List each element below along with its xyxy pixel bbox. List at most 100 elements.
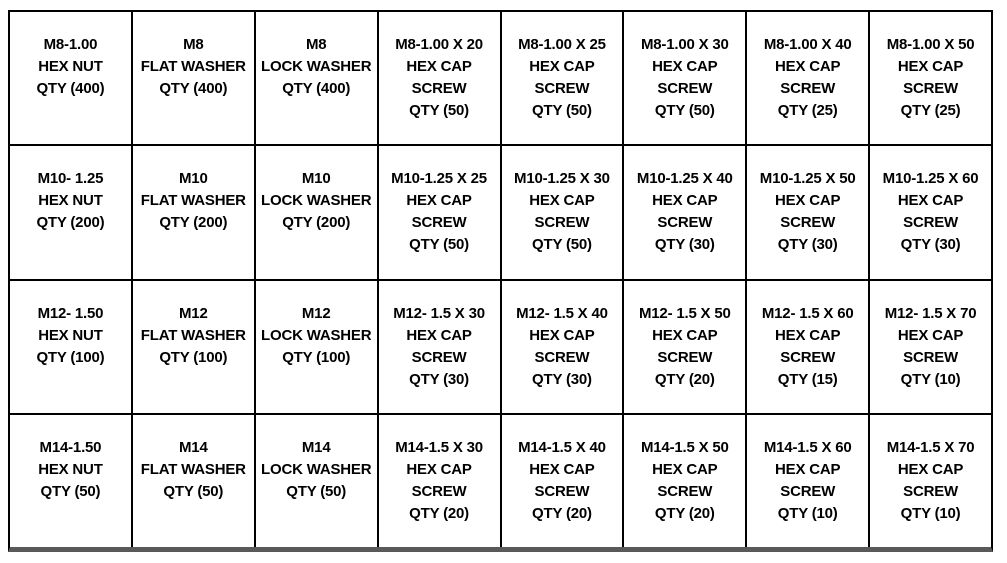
- label-cell-r2-c7: M10-1.25 X 50 HEX CAP SCREW QTY (30): [747, 146, 869, 279]
- part-size-text: M8-1.00 X 20: [395, 36, 483, 53]
- quantity-text: QTY (50): [40, 482, 101, 500]
- part-type-text: HEX NUT: [38, 460, 103, 478]
- part-type-text: HEX CAP: [529, 192, 595, 210]
- part-type-text: HEX CAP: [406, 192, 472, 210]
- part-type-text: HEX CAP: [652, 58, 718, 75]
- label-cell-r4-c6: M14-1.5 X 50 HEX CAP SCREW QTY (20): [624, 414, 746, 547]
- part-size-text: M8-1.00 X 25: [518, 36, 606, 53]
- part-size-text: M8-1.00 X 30: [640, 36, 729, 53]
- parts-label-grid: M8-1.00 HEX NUT QTY (400) M8 FLAT WASHER QTY …: [10, 12, 991, 547]
- part-type-text: FLAT WASHER: [140, 326, 246, 344]
- part-type-text: SCREW: [780, 214, 836, 232]
- quantity-text: QTY (10): [900, 370, 961, 388]
- part-size-text: M8: [305, 36, 327, 53]
- part-type-text: SCREW: [780, 348, 836, 366]
- label-cell-r3-c3: M12 LOCK WASHER QTY (100): [255, 280, 377, 413]
- quantity-text: QTY (200): [36, 214, 105, 232]
- part-type-text: SCREW: [411, 214, 467, 232]
- quantity-text: QTY (10): [777, 504, 838, 522]
- part-type-text: HEX CAP: [652, 460, 718, 478]
- part-type-text: SCREW: [903, 214, 958, 232]
- part-size-text: M14: [179, 438, 208, 456]
- part-type-text: SCREW: [780, 482, 836, 500]
- quantity-text: QTY (25): [777, 102, 838, 119]
- part-type-text: HEX CAP: [529, 460, 595, 478]
- quantity-text: QTY (30): [777, 236, 838, 254]
- quantity-text: QTY (25): [900, 102, 961, 119]
- label-cell-r1-c1: M8-1.00 HEX NUT QTY (400): [10, 12, 131, 145]
- quantity-text: QTY (20): [409, 504, 469, 522]
- label-cell-r3-c2: M12 FLAT WASHER QTY (100): [132, 280, 254, 413]
- label-cell-r3-c1: M12- 1.50 HEX NUT QTY (100): [10, 280, 131, 413]
- quantity-text: QTY (100): [282, 348, 351, 366]
- quantity-text: QTY (20): [654, 504, 715, 522]
- part-type-text: HEX NUT: [38, 326, 103, 344]
- label-cell-r2-c4: M10-1.25 X 25 HEX CAP SCREW QTY (50): [378, 146, 500, 279]
- part-size-text: M14-1.5 X 40: [518, 438, 606, 456]
- part-type-text: HEX CAP: [897, 58, 964, 75]
- part-size-text: M12: [179, 304, 208, 322]
- label-cell-r1-c3: M8 LOCK WASHER QTY (400): [255, 12, 377, 145]
- part-type-text: SCREW: [657, 482, 713, 500]
- part-size-text: M8: [183, 36, 204, 53]
- part-size-text: M14-1.50: [39, 438, 102, 456]
- part-type-text: FLAT WASHER: [140, 58, 246, 75]
- part-size-text: M10-1.25 X 30: [514, 170, 610, 188]
- part-size-text: M10-1.25 X 50: [759, 170, 856, 188]
- part-size-text: M8-1.00: [43, 36, 98, 53]
- quantity-text: QTY (30): [900, 236, 961, 254]
- part-type-text: HEX CAP: [406, 326, 472, 344]
- quantity-text: QTY (20): [532, 504, 592, 522]
- quantity-text: QTY (100): [159, 348, 228, 366]
- quantity-text: QTY (400): [159, 80, 228, 97]
- part-type-text: HEX CAP: [897, 192, 964, 210]
- part-type-text: SCREW: [534, 348, 590, 366]
- part-type-text: HEX CAP: [529, 58, 595, 75]
- label-cell-r4-c7: M14-1.5 X 60 HEX CAP SCREW QTY (10): [747, 414, 869, 547]
- label-cell-r2-c3: M10 LOCK WASHER QTY (200): [255, 146, 377, 279]
- part-size-text: M12- 1.5 X 70: [884, 304, 977, 322]
- label-cell-r2-c8: M10-1.25 X 60 HEX CAP SCREW QTY (30): [870, 146, 991, 279]
- part-type-text: SCREW: [780, 80, 836, 97]
- part-size-text: M8-1.00 X 50: [886, 36, 975, 53]
- quantity-text: QTY (50): [654, 102, 715, 119]
- quantity-text: QTY (50): [409, 102, 469, 119]
- label-cell-r3-c7: M12- 1.5 X 60 HEX CAP SCREW QTY (15): [747, 280, 869, 413]
- part-size-text: M14-1.5 X 50: [640, 438, 729, 456]
- part-type-text: SCREW: [534, 80, 590, 97]
- quantity-text: QTY (50): [409, 236, 469, 254]
- quantity-text: QTY (15): [777, 370, 838, 388]
- label-cell-r4-c4: M14-1.5 X 30 HEX CAP SCREW QTY (20): [378, 414, 500, 547]
- label-cell-r2-c5: M10-1.25 X 30 HEX CAP SCREW QTY (50): [501, 146, 623, 279]
- part-size-text: M14: [301, 438, 331, 456]
- part-type-text: SCREW: [411, 482, 467, 500]
- part-type-text: FLAT WASHER: [140, 460, 246, 478]
- label-cell-r4-c5: M14-1.5 X 40 HEX CAP SCREW QTY (20): [501, 414, 623, 547]
- part-type-text: SCREW: [411, 80, 467, 97]
- part-type-text: HEX CAP: [775, 192, 841, 210]
- part-type-text: LOCK WASHER: [261, 326, 372, 344]
- label-cell-r4-c8: M14-1.5 X 70 HEX CAP SCREW QTY (10): [870, 414, 991, 547]
- quantity-text: QTY (100): [36, 348, 105, 366]
- part-type-text: LOCK WASHER: [261, 58, 372, 75]
- part-size-text: M12- 1.50: [37, 304, 104, 322]
- quantity-text: QTY (20): [654, 370, 715, 388]
- part-size-text: M12- 1.5 X 60: [761, 304, 854, 322]
- part-size-text: M10- 1.25: [37, 170, 104, 188]
- part-type-text: SCREW: [903, 348, 958, 366]
- quantity-text: QTY (30): [532, 370, 592, 388]
- label-cell-r4-c3: M14 LOCK WASHER QTY (50): [255, 414, 377, 547]
- part-type-text: SCREW: [903, 482, 958, 500]
- part-type-text: FLAT WASHER: [140, 192, 246, 210]
- part-type-text: HEX CAP: [897, 326, 964, 344]
- part-type-text: LOCK WASHER: [261, 192, 372, 210]
- part-type-text: SCREW: [657, 80, 713, 97]
- quantity-text: QTY (50): [532, 236, 592, 254]
- part-type-text: SCREW: [534, 214, 590, 232]
- part-size-text: M14-1.5 X 60: [763, 438, 852, 456]
- part-size-text: M12- 1.5 X 50: [639, 304, 731, 322]
- quantity-text: QTY (400): [36, 80, 105, 97]
- quantity-text: QTY (50): [286, 482, 347, 500]
- part-size-text: M12- 1.5 X 30: [393, 304, 485, 322]
- part-size-text: M12: [301, 304, 331, 322]
